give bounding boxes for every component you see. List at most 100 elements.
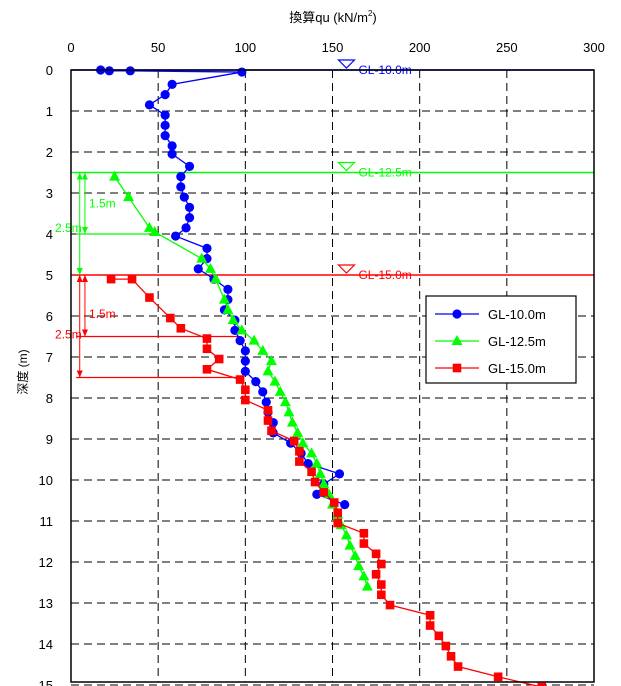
data-point [274,385,286,396]
data-point [160,131,170,141]
y-tick-label: 3 [46,186,53,201]
data-point [283,406,295,417]
y-tick-label: 11 [40,514,54,529]
dimension-label: 2.5m [55,221,82,235]
dimension-arrow-top [81,172,88,180]
data-point [286,416,298,427]
y-axis-title: 深度 (m) [15,349,30,394]
dimension-label: 1.5m [89,196,116,210]
data-point [248,334,260,345]
data-point [265,355,277,366]
y-tick-label: 14 [39,637,53,652]
series-GL-15.0m [106,274,546,686]
y-tick-label: 10 [39,473,53,488]
data-point [202,344,212,354]
data-point [258,387,268,397]
water-level-triangle [336,264,356,274]
data-point [241,395,250,405]
data-point [361,580,373,591]
legend-label: GL-12.5m [488,334,546,349]
data-point [179,192,189,202]
x-tick-label: 100 [234,40,256,55]
data-point [171,231,181,241]
data-point [371,549,381,559]
y-tick-label: 4 [46,227,53,242]
data-point [127,274,137,284]
data-point [306,447,318,458]
data-point [333,508,343,518]
y-tick-label: 12 [39,555,53,570]
data-point [359,539,369,548]
dimension-arrow-bottom [81,329,88,337]
legend-marker [452,309,462,319]
plot-frame [70,69,595,683]
dimension-label: 2.5m [55,327,82,341]
data-point [167,149,177,159]
y-tick-label: 13 [39,596,53,611]
y-tick-label: 1 [46,104,53,119]
data-point [262,365,274,376]
dimension-label: 1.5m [89,307,116,321]
x-tick-label: 200 [409,40,431,55]
data-point [267,426,276,436]
data-point [193,264,203,274]
data-point [143,221,155,232]
series-GL-12.5m [109,170,373,591]
data-point [109,170,121,181]
data-point [104,66,114,76]
data-point [340,529,352,540]
data-point [184,213,195,223]
data-point [106,274,116,284]
data-point [310,477,320,487]
data-point [359,529,369,538]
data-point [307,467,316,477]
y-tick-label: 2 [46,145,53,160]
data-point [349,549,361,560]
data-point [493,672,503,682]
x-tick-label: 50 [151,40,165,55]
data-point [214,354,224,364]
water-level-label: GL-12.5m [358,166,411,180]
data-point [371,570,381,579]
data-point [329,498,339,507]
data-point [240,366,250,376]
data-point [218,293,230,304]
x-tick-label: 0 [67,40,74,55]
data-point [377,559,386,569]
data-point [289,436,299,446]
data-point [235,375,245,384]
x-tick-label: 150 [322,40,344,55]
data-point [240,356,250,366]
data-point [210,273,222,284]
data-point [166,313,175,323]
data-point [223,284,233,294]
data-point [279,396,291,407]
data-point [241,385,250,395]
data-point [377,580,386,589]
data-point [319,488,329,497]
data-point [311,457,323,468]
y-tick-label: 9 [46,432,53,447]
data-point [240,346,250,356]
x-axis-title: 換算qu (kN/m2) [289,9,377,25]
water-level-triangle [336,161,356,172]
water-level-label: GL-15.0m [358,268,411,282]
data-point [176,324,186,333]
dimension-arrow-top [76,172,83,180]
data-point [261,397,271,407]
data-point [318,478,330,489]
data-point [358,570,370,581]
data-point [125,66,135,76]
data-point [314,467,326,478]
data-point [292,426,304,437]
legend-marker [452,363,462,373]
legend-marker [451,335,463,345]
data-point [123,191,135,202]
data-point [333,518,343,528]
dimension-arrow-bottom [76,370,83,378]
data-point [434,631,444,641]
data-point [344,539,356,550]
dimension-arrow-bottom [81,227,88,234]
